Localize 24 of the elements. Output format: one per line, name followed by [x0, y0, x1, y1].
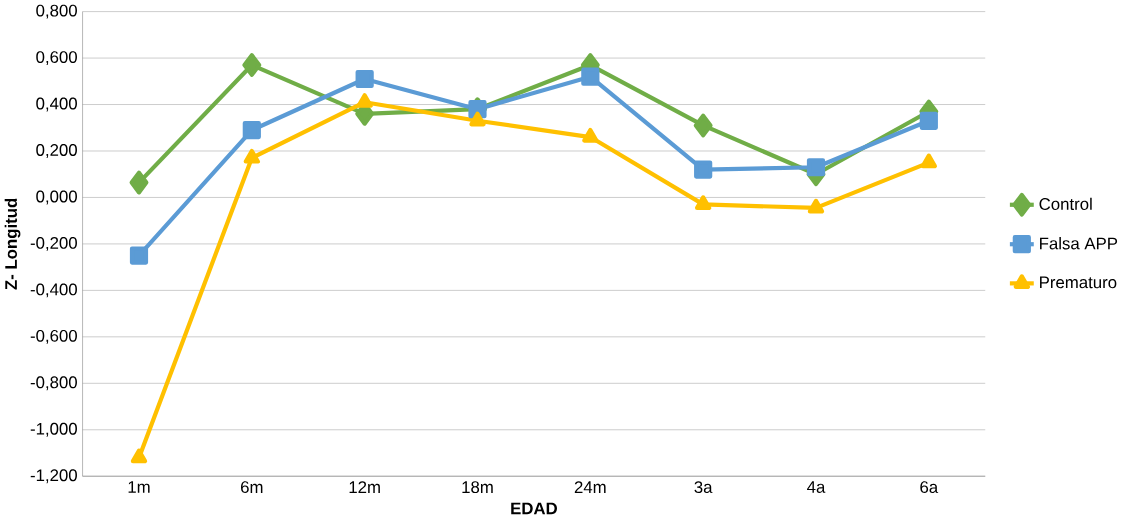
y-tick-label: 0,200	[36, 144, 77, 158]
y-tick-label: -0,800	[30, 376, 77, 391]
y-tick-label: 0,400	[36, 97, 77, 112]
x-tick-label: 6a	[920, 481, 939, 494]
y-tick-label: -1,200	[30, 469, 77, 484]
y-tick-label: -0,200	[30, 237, 77, 251]
y-tick-label: -0,400	[30, 283, 77, 298]
y-tick-label: -1,000	[30, 422, 77, 437]
x-tick-label: 24m	[574, 481, 606, 493]
x-axis-title: EDAD	[511, 502, 557, 515]
x-tick-label: 12m	[349, 481, 380, 493]
y-axis-title: Z- Longitud	[4, 198, 21, 290]
x-tick-label: 18m	[462, 481, 493, 494]
legend-label: Falsa APP	[1040, 237, 1118, 250]
x-tick-label: 6m	[241, 481, 263, 494]
x-tick-label: 4a	[807, 481, 826, 493]
legend-label: Control	[1039, 197, 1092, 210]
y-tick-label: 0,000	[36, 190, 77, 205]
y-tick-label: -0,600	[30, 329, 77, 344]
y-tick-label: 0,600	[36, 51, 77, 66]
x-tick-label: 3a	[694, 481, 713, 494]
y-tick-label: 0,800	[36, 4, 77, 19]
x-tick-label: 1m	[128, 481, 150, 493]
legend-label: Prematuro	[1040, 276, 1117, 289]
